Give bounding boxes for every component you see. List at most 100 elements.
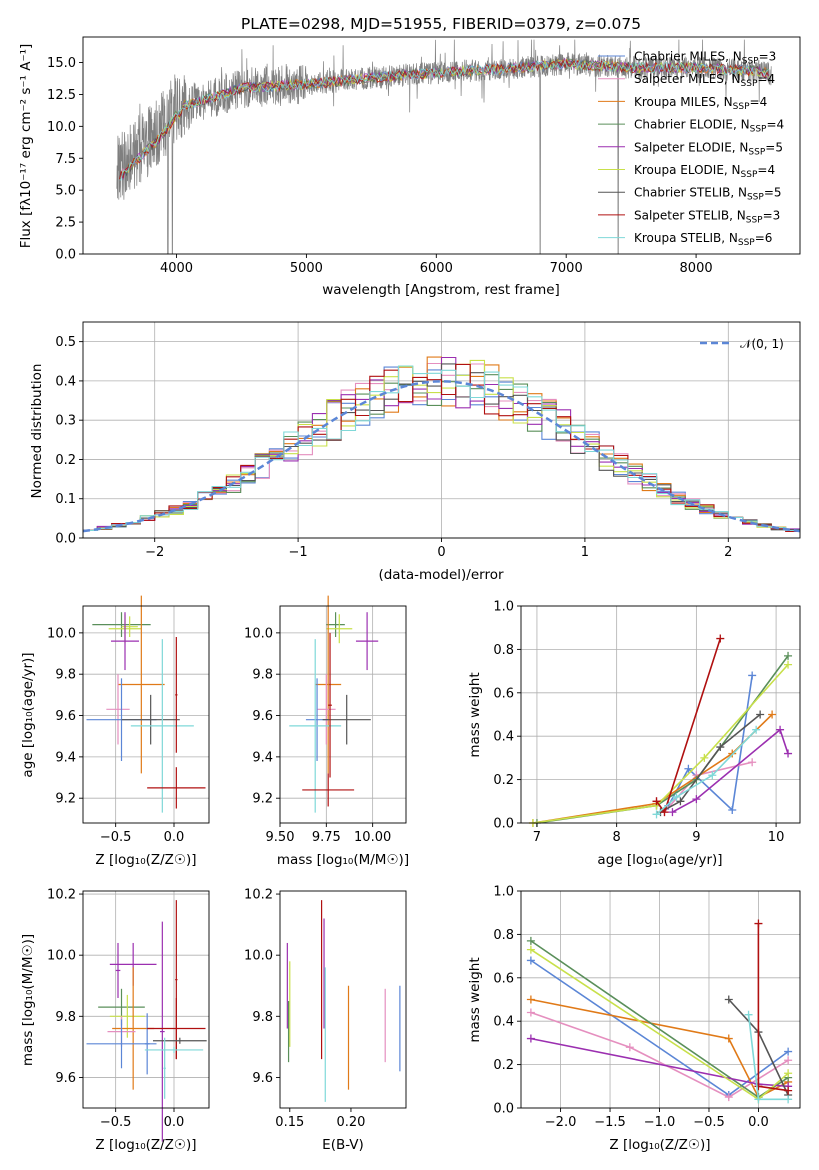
plus-marker bbox=[716, 634, 725, 643]
y-tick-label: 9.6 bbox=[55, 709, 76, 724]
x-tick-label: −0.5 bbox=[100, 1115, 132, 1130]
y-axis-label: age [log₁₀(age/yr)] bbox=[20, 652, 36, 777]
plus-marker bbox=[724, 995, 733, 1004]
plus-marker bbox=[756, 710, 765, 719]
plus-marker bbox=[526, 1034, 535, 1043]
plus-marker bbox=[776, 725, 785, 734]
x-tick-label: 9.75 bbox=[312, 830, 341, 845]
y-tick-label: 0.8 bbox=[493, 928, 514, 943]
plus-marker bbox=[526, 945, 535, 954]
y-tick-label: 9.8 bbox=[55, 668, 76, 683]
y-tick-label: 9.4 bbox=[55, 750, 76, 765]
x-tick-label: −1.0 bbox=[644, 1115, 676, 1130]
x-tick-label: 0.15 bbox=[275, 1115, 304, 1130]
mass-weight-line bbox=[660, 713, 761, 813]
residual-histogram-line bbox=[83, 365, 800, 532]
x-axis-label: Z [log₁₀(Z/Z☉)] bbox=[609, 1137, 710, 1153]
chart-title: PLATE=0298, MJD=51955, FIBERID=0379, z=0… bbox=[241, 15, 641, 33]
plus-marker bbox=[768, 710, 777, 719]
x-tick-label: −0.5 bbox=[693, 1115, 725, 1130]
x-tick-label: 5000 bbox=[290, 261, 323, 276]
mass-weight-line bbox=[530, 998, 789, 1099]
plus-marker bbox=[676, 797, 685, 806]
x-tick-label: 10.00 bbox=[354, 830, 391, 845]
legend-label: Chabrier STELIB, NSSP=5 bbox=[634, 186, 782, 203]
y-tick-label: 15.0 bbox=[47, 56, 76, 71]
legend-label: 𝒩(0, 1) bbox=[740, 337, 784, 351]
mass-weight-line bbox=[532, 664, 789, 824]
y-tick-label: 0.1 bbox=[55, 492, 76, 507]
y-axis-label: mass weight bbox=[467, 672, 483, 757]
y-tick-label: 0.3 bbox=[55, 414, 76, 429]
y-tick-label: 1.0 bbox=[493, 600, 514, 615]
plus-marker bbox=[652, 810, 661, 819]
axes-frame bbox=[82, 605, 210, 824]
x-tick-label: 2 bbox=[724, 545, 732, 560]
plus-marker bbox=[526, 956, 535, 965]
legend-label: Salpeter MILES, NSSP=4 bbox=[634, 72, 775, 89]
y-tick-label: 10.0 bbox=[47, 626, 76, 641]
y-tick-label: 0.0 bbox=[55, 248, 76, 263]
plus-marker bbox=[716, 743, 725, 752]
plus-marker bbox=[784, 1056, 793, 1065]
y-tick-label: 9.8 bbox=[55, 1010, 76, 1025]
legend-label: Salpeter STELIB, NSSP=3 bbox=[634, 208, 780, 225]
x-tick-label: 10 bbox=[768, 830, 785, 845]
plus-marker bbox=[754, 1095, 763, 1104]
x-tick-label: 4000 bbox=[160, 261, 193, 276]
ebv-mass-panel: 0.15 0.20 9.6 9.8 10.0 10.2 E(B-V) bbox=[244, 888, 407, 1153]
z-mass-panel: −0.5 0.0 9.6 9.8 10.0 10.2 Z [log₁₀(Z/Z☉)] ma… bbox=[20, 888, 210, 1153]
x-axis-label: Z [log₁₀(Z/Z☉)] bbox=[95, 1137, 196, 1153]
plus-marker bbox=[526, 936, 535, 945]
model-spectrum-line bbox=[119, 58, 769, 180]
y-tick-label: 9.6 bbox=[55, 1071, 76, 1086]
plus-marker bbox=[672, 792, 681, 801]
x-tick-label: 9.50 bbox=[266, 830, 295, 845]
y-tick-label: 0.6 bbox=[493, 971, 514, 986]
x-tick-label: −2.0 bbox=[545, 1115, 577, 1130]
x-axis-label: wavelength [Angstrom, rest frame] bbox=[322, 282, 560, 298]
legend-label: Salpeter ELODIE, NSSP=5 bbox=[634, 140, 783, 157]
normal-curve-line bbox=[82, 380, 801, 533]
plus-marker bbox=[784, 660, 793, 669]
legend: 𝒩(0, 1) bbox=[700, 337, 784, 351]
model-spectrum-line bbox=[119, 60, 769, 181]
y-tick-label: 0.0 bbox=[493, 1102, 514, 1117]
y-tick-label: 10.0 bbox=[47, 949, 76, 964]
y-tick-label: 9.8 bbox=[252, 1010, 273, 1025]
legend-label: Kroupa ELODIE, NSSP=4 bbox=[634, 163, 775, 180]
plus-marker bbox=[526, 995, 535, 1004]
plus-marker bbox=[784, 651, 793, 660]
x-tick-label: 8000 bbox=[680, 261, 713, 276]
plus-marker bbox=[625, 1043, 634, 1052]
y-tick-label: 9.6 bbox=[252, 1071, 273, 1086]
y-axis-label: Normed distribution bbox=[29, 364, 45, 499]
axes-frame bbox=[82, 36, 801, 255]
plus-marker bbox=[728, 805, 737, 814]
legend-label: Kroupa MILES, NSSP=4 bbox=[634, 95, 767, 112]
plus-marker bbox=[724, 1034, 733, 1043]
x-tick-label: 8 bbox=[613, 830, 621, 845]
axes-frame bbox=[82, 321, 801, 539]
plus-marker bbox=[692, 795, 701, 804]
x-tick-label: 0.0 bbox=[164, 830, 185, 845]
x-tick-label: 6000 bbox=[420, 261, 453, 276]
y-tick-label: 0.0 bbox=[55, 532, 76, 547]
y-tick-label: 0.2 bbox=[55, 453, 76, 468]
y-tick-label: 0.6 bbox=[493, 686, 514, 701]
x-tick-label: 0 bbox=[437, 545, 445, 560]
y-tick-label: 9.2 bbox=[252, 792, 273, 807]
y-tick-label: 10.0 bbox=[244, 626, 273, 641]
x-tick-label: −0.5 bbox=[100, 830, 132, 845]
axes-frame bbox=[520, 890, 801, 1109]
plus-marker bbox=[668, 808, 677, 817]
x-tick-label: −1.5 bbox=[594, 1115, 626, 1130]
mass-weight-line bbox=[655, 729, 757, 815]
plus-marker bbox=[754, 1082, 763, 1091]
y-tick-label: 0.8 bbox=[493, 643, 514, 658]
x-axis-label: Z [log₁₀(Z/Z☉)] bbox=[95, 852, 196, 868]
x-tick-label: 7 bbox=[533, 830, 541, 845]
axes-frame bbox=[279, 605, 407, 824]
plus-marker bbox=[684, 764, 693, 773]
